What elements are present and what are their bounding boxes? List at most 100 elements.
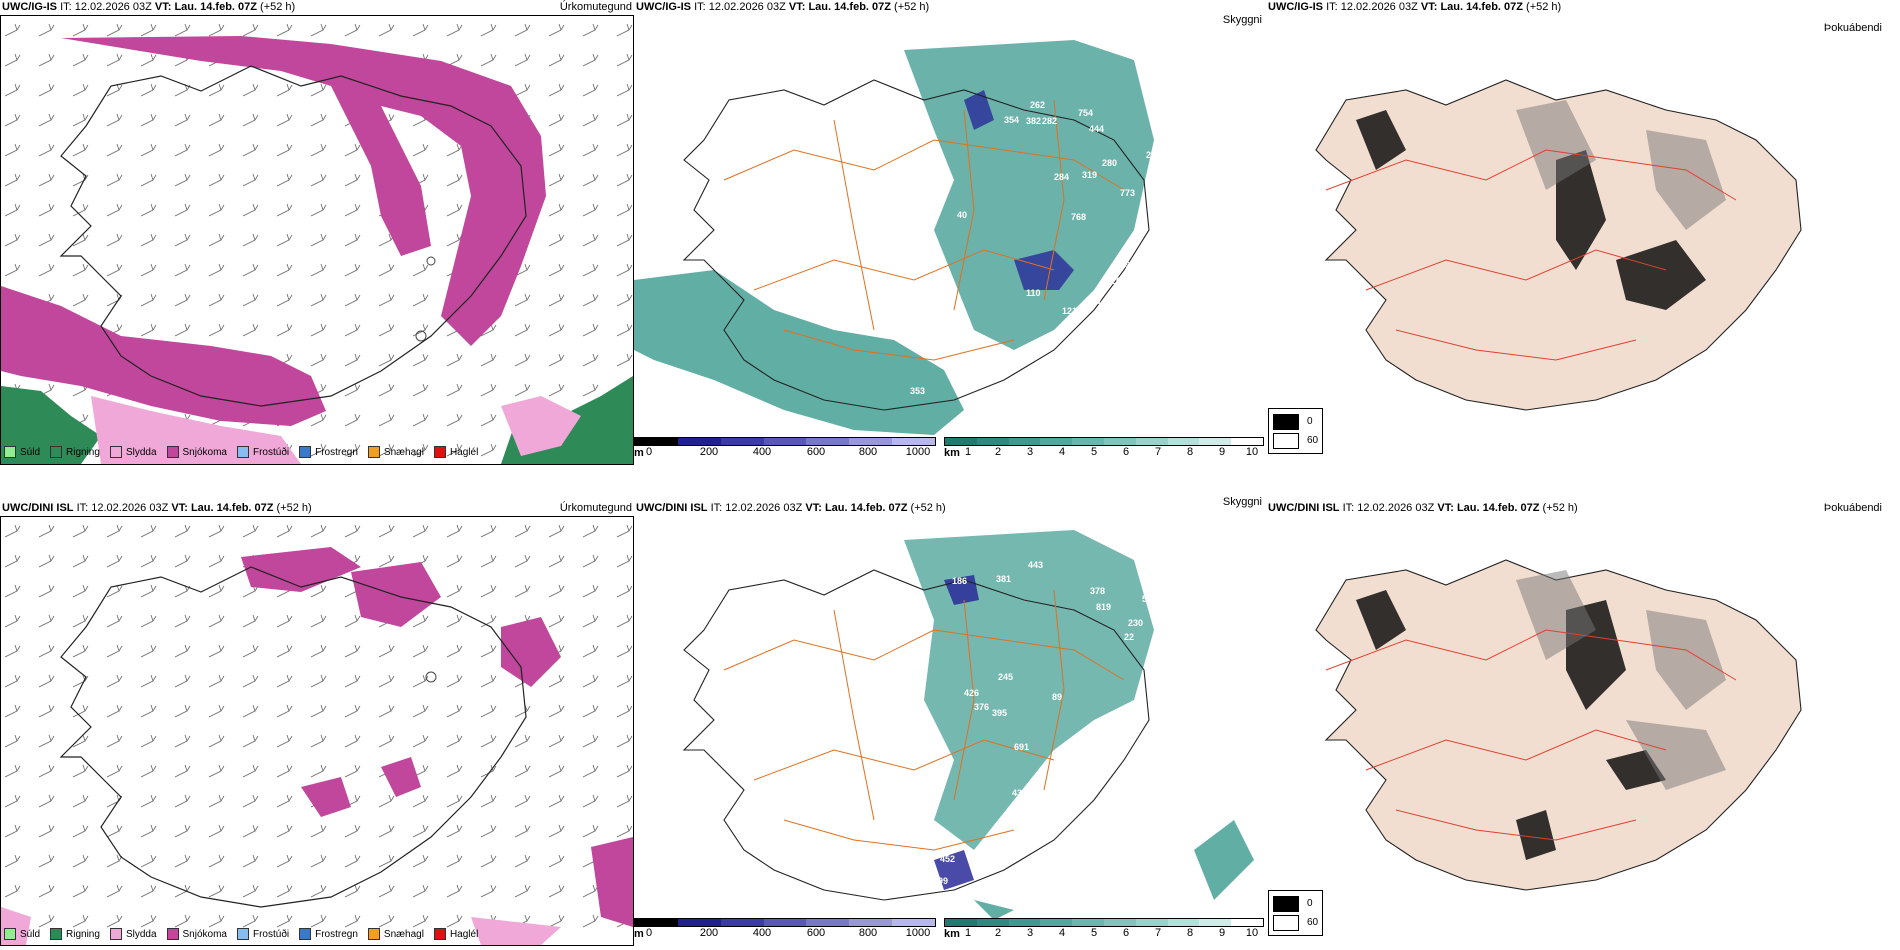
panel-title: Þokuábendi (1823, 22, 1882, 34)
precip-map-svg (1, 517, 633, 945)
cloudbase-label: 271 (1146, 150, 1162, 160)
it-label: IT: (76, 502, 89, 514)
scale-tick: 3 (1026, 446, 1034, 458)
cloudbase-label: 788 (1166, 188, 1182, 198)
model-name: UWC/DINI ISL (636, 502, 708, 514)
cloud-map: 443 381 186 378 819 523 526 230 22 245 4… (634, 520, 1266, 920)
vt-label: VT: (805, 502, 822, 514)
scale-tick: 6 (1122, 927, 1130, 939)
cloudbase-area (934, 575, 979, 890)
scale-tick: 200 (699, 446, 719, 458)
precip-legend: Súld Rigning Slydda Snjókoma Frostúði Fr… (4, 928, 478, 940)
vt-value: Lau. 14.feb. 07Z (190, 502, 274, 514)
it-value: 12.02.2026 03Z (708, 1, 786, 13)
panel-precip-bottom: UWC/DINI ISL IT: 12.02.2026 03Z VT: Lau.… (0, 480, 634, 950)
visibility-area (904, 40, 1154, 350)
fog-legend: 0 60 (1268, 408, 1324, 454)
rain-area (1, 376, 633, 464)
cloudbase-label: 326 (1106, 276, 1122, 286)
cloudbase-label: 230 (1128, 618, 1144, 628)
it-value: 12.02.2026 03Z (1357, 502, 1435, 514)
it-label: IT: (1326, 1, 1338, 13)
model-name: UWC/IG-IS (636, 1, 691, 13)
legend-item: Frostregn (299, 446, 358, 458)
vt-value: Lau. 14.feb. 07Z (1456, 502, 1540, 514)
scale-tick: 200 (699, 927, 719, 939)
cloudbase-label: 378 (1090, 586, 1106, 596)
legend-item: Haglél (433, 446, 478, 458)
road-network (1325, 629, 1737, 841)
cloudbase-label: 121 (1062, 306, 1078, 316)
precip-map (0, 15, 634, 465)
panel-fog-bottom: UWC/DINI ISL IT: 12.02.2026 03Z VT: Lau.… (1266, 480, 1900, 950)
scale-tick: 4 (1058, 927, 1066, 939)
scale-tick: 2 (994, 927, 1002, 939)
it-value: 12.02.2026 03Z (91, 502, 169, 514)
cloudbase-label: 381 (996, 574, 1012, 584)
cloudbase-unit: m (634, 928, 644, 940)
fog-legend: 0 60 (1268, 890, 1324, 936)
cloudbase-label: 523 (1142, 594, 1158, 604)
road-network (723, 99, 1125, 361)
visibility-unit: km (944, 928, 960, 940)
panel-header: UWC/DINI ISL IT: 12.02.2026 03Z VT: Lau.… (636, 502, 946, 514)
legend-item: Snæhagl (367, 928, 424, 940)
scale-tick: 600 (806, 446, 826, 458)
fog-map-svg (1315, 559, 1802, 891)
model-name: UWC/IG-IS (1268, 1, 1323, 13)
scale-tick: 1000 (905, 446, 931, 458)
vt-label: VT: (154, 1, 172, 13)
fog-legend-item: 60 (1273, 913, 1318, 932)
scale-tick: 10 (1245, 927, 1259, 939)
legend-item: Rigning (50, 928, 100, 940)
snow-area (241, 547, 633, 927)
scale-tick: 3 (1026, 927, 1034, 939)
cloudbase-label: 245 (998, 672, 1014, 682)
road-network (1325, 149, 1737, 361)
it-label: IT: (1342, 502, 1355, 514)
visibility-area (634, 270, 964, 435)
vt-value: Lau. 14.feb. 07Z (1440, 1, 1523, 13)
glacier-marker (425, 671, 437, 683)
cloudbase-label: 443 (1028, 560, 1044, 570)
visibility-scale: km 1 2 3 4 5 6 7 8 9 10 (944, 437, 1264, 459)
visibility-area (904, 530, 1154, 850)
cloudbase-scale: m 0 200 400 600 800 1000 (634, 437, 936, 459)
cloudbase-label: 110 (1060, 804, 1075, 814)
model-name: UWC/DINI ISL (1268, 502, 1340, 514)
legend-item: Frostúði (236, 446, 289, 458)
sleet-area (1, 907, 561, 945)
glacier-marker (426, 256, 436, 266)
cloudbase-label: 280 (1102, 158, 1118, 168)
lead-time: (+52 h) (910, 502, 946, 514)
cloud-map-svg (634, 40, 1154, 435)
cloudbase-label: 184 (799, 426, 815, 436)
legend-item: Súld (4, 446, 40, 458)
cloudbase-label: 691 (1014, 742, 1030, 752)
cloudbase-label: 63 (729, 412, 740, 422)
scale-tick: 10 (1245, 446, 1259, 458)
cloudbase-label: 444 (1089, 124, 1105, 134)
cloudbase-label: 376 (974, 702, 990, 712)
snow-area-south (1, 286, 326, 426)
fog-legend-item: 60 (1273, 431, 1318, 450)
scale-tick: 0 (645, 927, 653, 939)
cloudbase-label: 435 (1012, 788, 1028, 798)
road-network (723, 589, 1125, 851)
cloudbase-colorbar (634, 437, 936, 446)
panel-precip-top: UWC/IG-IS IT: 12.02.2026 03Z VT: Lau. 14… (0, 0, 634, 468)
sleet-area (91, 396, 581, 464)
cloudbase-label: 262 (1030, 100, 1046, 110)
wind-barbs (1, 517, 633, 945)
scale-tick: 8 (1186, 927, 1194, 939)
scale-tick: 2 (994, 446, 1002, 458)
fog-medium (1466, 100, 1726, 430)
cloudbase-label: 754 (1078, 108, 1094, 118)
fog-legend-item: 0 (1273, 894, 1318, 913)
vt-label: VT: (1420, 1, 1438, 13)
fog-dense (1356, 590, 1666, 860)
visibility-colorbar (944, 918, 1264, 927)
scale-tick: 0 (645, 446, 653, 458)
visibility-area (974, 820, 1254, 920)
panel-header: UWC/IG-IS IT: 12.02.2026 03Z VT: Lau. 14… (636, 1, 929, 13)
